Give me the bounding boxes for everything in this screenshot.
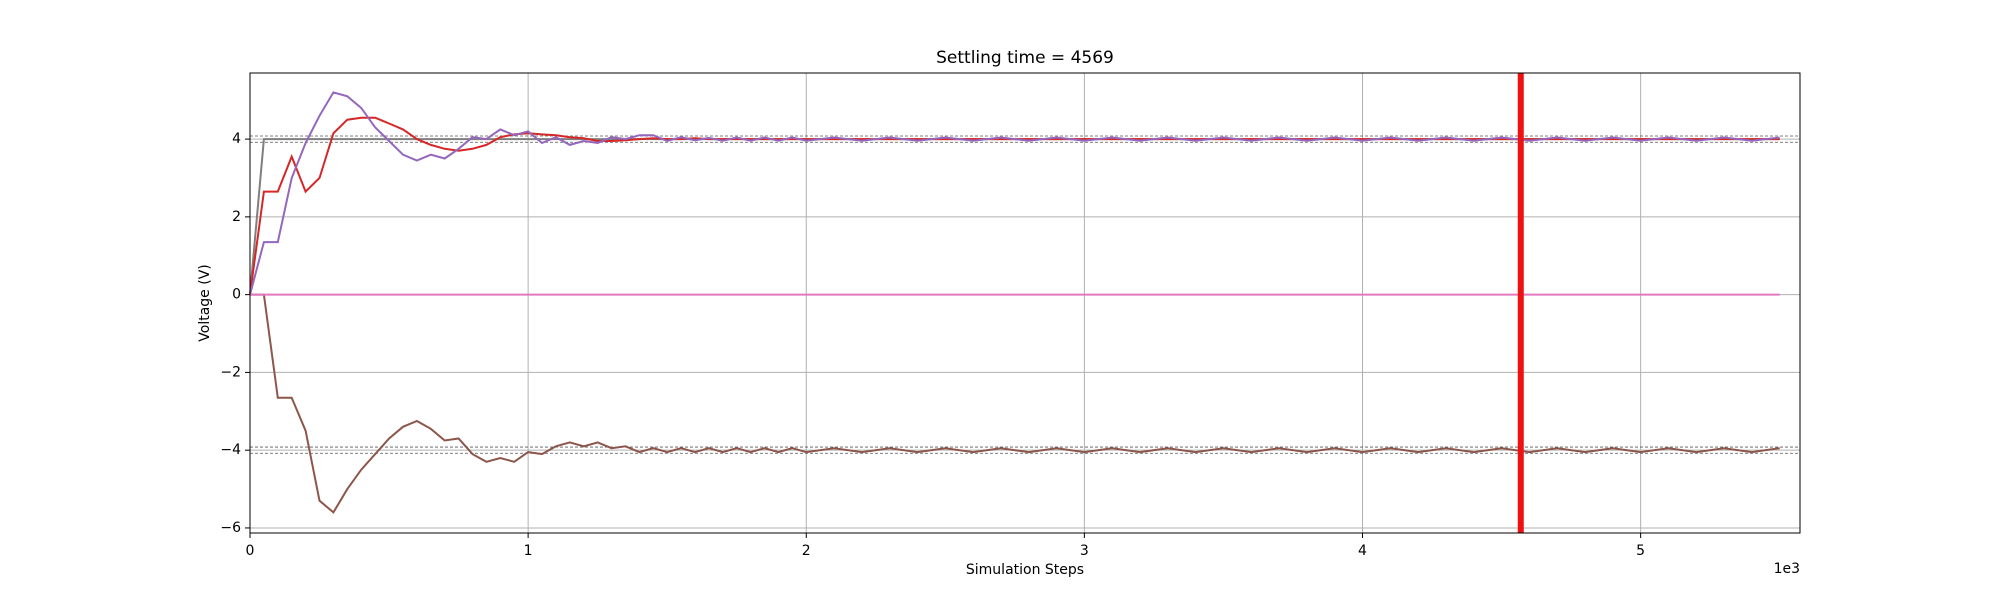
y-tick-label: 0 (232, 287, 241, 303)
series-line (249, 116, 1780, 295)
series-line (249, 91, 1780, 295)
x-tick-label: 5 (1636, 543, 1645, 559)
x-offset-label: 1e3 (1774, 561, 1800, 577)
y-tick-label: 2 (232, 209, 241, 225)
y-tick-label: −2 (220, 364, 241, 380)
x-tick-label: 2 (802, 543, 811, 559)
y-axis-label: Voltage (V) (197, 264, 213, 341)
x-tick-label: 1 (524, 543, 533, 559)
x-tick-label: 3 (1080, 543, 1089, 559)
x-axis-label: Simulation Steps (966, 562, 1084, 578)
chart-title: Settling time = 4569 (936, 48, 1114, 68)
series-line (250, 293, 1780, 514)
y-tick-label: 4 (232, 131, 241, 147)
x-tick-label: 0 (246, 543, 255, 559)
y-tick-label: −4 (220, 442, 241, 458)
x-tick-label: 4 (1358, 543, 1367, 559)
plot-frame (249, 72, 1801, 534)
y-tick-label: −6 (220, 520, 241, 536)
